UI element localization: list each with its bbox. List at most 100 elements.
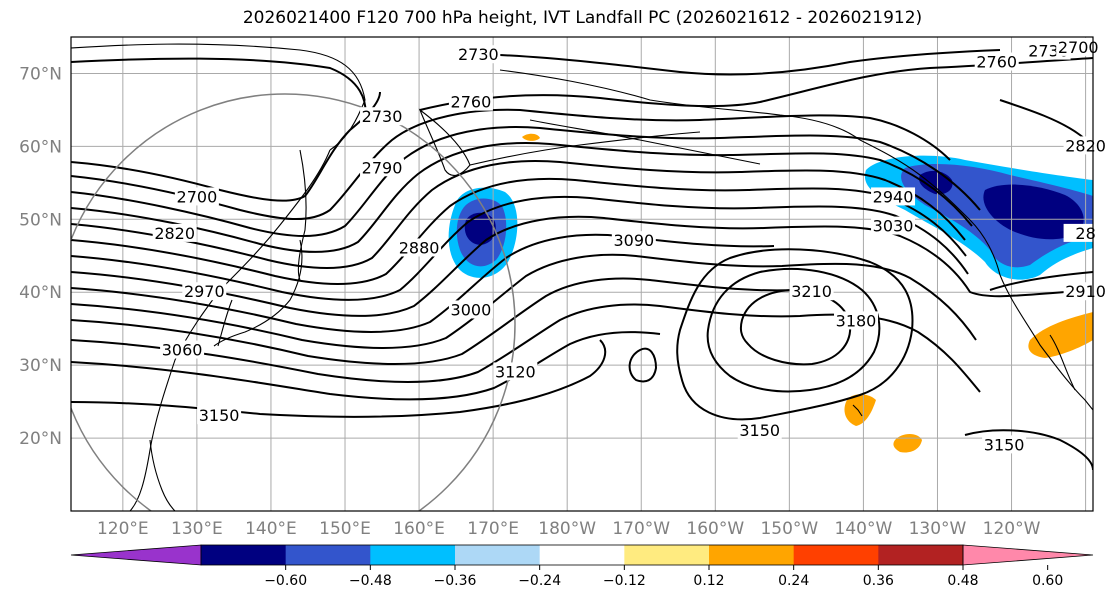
contour-label-background [448,300,493,319]
contour-label-background [493,362,538,381]
colorbar-extend-high [962,544,1094,566]
contour-label: 3210 [791,282,832,301]
contour-label: 3060 [162,341,203,360]
longitude-label: 120°E [97,519,149,539]
contour-label-background [1056,37,1093,56]
contour-2850 [71,142,973,253]
latitude-label: 60°N [19,137,62,157]
contour-label-background [1063,282,1093,301]
latitude-label: 70°N [19,64,62,84]
longitude-label: 170°E [467,519,519,539]
latitude-label: 20°N [19,429,62,449]
ivt-negative-max-west [464,212,496,245]
longitude-label: 160°E [393,519,445,539]
coast-philippines [149,439,176,511]
colorbar-segment [539,545,625,565]
colorbar-segment [878,545,964,565]
contour-2730-north [499,49,1001,76]
coast-aleutians [469,131,701,166]
contour-2760-north [419,57,1093,111]
contour-label: 2940 [873,187,914,206]
contour-label-background [737,420,782,439]
longitude-label: 140°E [245,519,297,539]
contour-label: 2790 [362,158,403,177]
latitude-label: 50°N [19,210,62,230]
contour-label: 2880 [399,238,440,257]
colorbar-tick-label: −0.60 [264,573,307,589]
longitude-label: 130°E [171,519,223,539]
contour-label-background [360,107,405,126]
contour-label-background [397,238,442,257]
colorbar: −0.60 −0.48 −0.36 −0.24 −0.12 0.12 0.24 0.36 0.4… [70,544,1094,589]
contour-2970 [71,215,1093,317]
colorbar-tick-label: −0.24 [518,573,561,589]
contour-label-background [982,435,1027,454]
contour-2790 [71,108,951,220]
colorbar-segment [285,545,371,565]
coast-alaska-range [529,119,761,165]
colorbar-tick-label: 0.60 [1032,573,1063,589]
contour-3060 [71,277,797,365]
highlight-circle [71,93,516,511]
coastlines [71,43,1093,511]
ivt-positive-baja [1028,312,1093,358]
map-frame [70,36,1094,512]
contour-label: 3090 [613,231,654,250]
contour-east-upper [999,99,1093,146]
contour-label-background [152,223,197,242]
longitude-label: 180°W [538,519,596,539]
colorbar-segment [709,545,795,565]
ivt-positive-small [522,133,540,141]
contour-label-background [1063,136,1093,155]
contour-label: 3150 [199,406,240,425]
latitude-label: 30°N [19,356,62,376]
coast-mexico [1049,334,1076,391]
contour-label-background [448,92,493,111]
latitude-label: 40°N [19,283,62,303]
coast-asia-east [129,149,331,511]
colorbar-tick-label: 0.36 [863,573,894,589]
contour-label-background [174,187,219,206]
colorbar-segment [793,545,879,565]
longitude-label: 160°W [686,519,744,539]
contour-3030 [71,253,977,349]
graticule [71,37,1093,511]
contour-label: 3180 [836,311,877,330]
ivt-positive-hawaii-1 [844,394,876,426]
contour-label-background [871,187,916,206]
contour-3150-ring [676,248,914,421]
contour-label: 2700 [1058,38,1099,57]
contour-2820 [71,126,981,237]
contour-label: 28 [1075,224,1095,243]
contour-label: 3030 [873,217,914,236]
colorbar-tick-label: 0.48 [947,573,978,589]
contour-label: 3000 [451,300,492,319]
contour-2730-arctic [71,57,367,121]
contour-label-background [182,282,227,301]
contour-label-background [871,216,916,235]
coast-asia-north [71,43,366,151]
colorbar-tick-label: −0.12 [603,573,646,589]
coast-sakhalin [297,149,307,281]
colorbar-tick-label: −0.36 [434,573,477,589]
longitude-labels: 120°E 130°E 140°E 150°E 160°E 170°E 180°W 170°W… [97,519,1041,539]
contour-3150-south [628,347,658,383]
contour-3120 [71,331,661,401]
contour-3150-east [964,429,1093,471]
coast-hawaii [852,404,863,417]
map-title: 2026021400 F120 700 hPa height, IVT Land… [242,8,923,28]
contour-label: 2760 [451,93,492,112]
contour-2880 [71,159,966,269]
contour-3090 [71,303,981,393]
contour-2700-west [71,91,381,202]
contour-label: 2910 [1065,282,1105,301]
contour-label: 2730 [362,107,403,126]
longitude-label: 150°E [319,519,371,539]
colorbar-tick-label: −0.48 [349,573,392,589]
colorbar-outline [200,544,964,566]
ivt-positive-hawaii-2 [893,434,922,453]
contour-label-background [160,340,205,359]
contour-2940 [71,195,969,301]
contour-2910 [71,177,967,285]
